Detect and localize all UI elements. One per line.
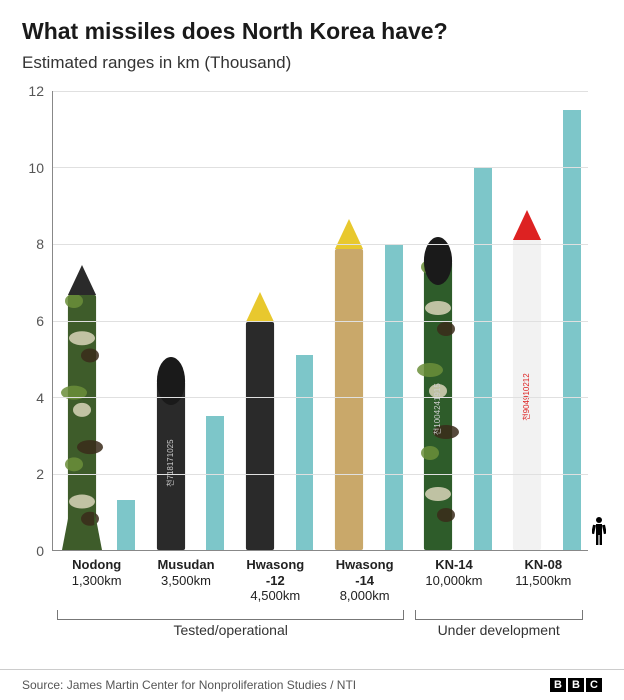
x-axis-label: Hwasong-124,500km — [231, 557, 320, 604]
range-bar — [296, 355, 314, 550]
missile-graphic — [55, 265, 109, 550]
chart-area: 024681012 천718171025 천1004241915 — [52, 91, 588, 551]
missile-name: KN-14 — [435, 557, 473, 572]
missile-name: KN-08 — [525, 557, 563, 572]
svg-text:천718171025: 천718171025 — [165, 439, 175, 487]
missile-name: Musudan — [157, 557, 214, 572]
missile-range: 11,500km — [499, 573, 588, 589]
missile-range: 8,000km — [320, 588, 409, 604]
infographic-container: What missiles does North Korea have? Est… — [0, 0, 624, 700]
bbc-logo-block: B — [568, 678, 584, 692]
svg-text:천1004241915: 천1004241915 — [432, 383, 442, 435]
chart-subtitle: Estimated ranges in km (Thousand) — [22, 53, 602, 73]
y-tick-label: 10 — [28, 160, 44, 176]
missile-name: Hwasong-12 — [246, 557, 304, 588]
missile-graphic — [233, 292, 287, 550]
group-bracket — [57, 610, 404, 620]
bbc-logo-block: B — [550, 678, 566, 692]
grid-line — [53, 474, 588, 475]
missile-graphic: 천904910212 — [501, 210, 555, 550]
grid-line — [53, 167, 588, 168]
group-brackets: Tested/operational Under development — [52, 610, 588, 644]
range-bar — [474, 168, 492, 551]
person-icon — [592, 516, 606, 550]
y-tick-label: 12 — [28, 83, 44, 99]
x-axis-label: Hwasong-148,000km — [320, 557, 409, 604]
bbc-logo: BBC — [550, 678, 602, 692]
group-label: Tested/operational — [57, 622, 404, 638]
x-axis-labels: Nodong1,300kmMusudan3,500kmHwasong-124,5… — [52, 557, 588, 604]
range-bar — [563, 110, 581, 550]
missile-graphic: 천718171025 — [144, 357, 198, 550]
group-bracket — [415, 610, 583, 620]
x-axis-label: Musudan3,500km — [141, 557, 230, 604]
missile-name: Nodong — [72, 557, 121, 572]
y-tick-label: 4 — [36, 390, 44, 406]
grid-line — [53, 91, 588, 92]
y-tick-label: 6 — [36, 313, 44, 329]
missile-name: Hwasong-14 — [336, 557, 394, 588]
x-axis-label: KN-0811,500km — [499, 557, 588, 604]
missile-range: 3,500km — [141, 573, 230, 589]
bbc-logo-block: C — [586, 678, 602, 692]
y-axis: 024681012 — [22, 91, 50, 551]
y-tick-label: 0 — [36, 543, 44, 559]
missile-graphic — [322, 219, 376, 550]
group-label: Under development — [415, 622, 583, 638]
grid-line — [53, 397, 588, 398]
source-text: Source: James Martin Center for Nonproli… — [22, 678, 356, 692]
missile-range: 4,500km — [231, 588, 320, 604]
x-axis-label: Nodong1,300km — [52, 557, 141, 604]
grid-line — [53, 321, 588, 322]
y-tick-label: 8 — [36, 236, 44, 252]
range-bar — [117, 500, 135, 550]
missile-range: 1,300km — [52, 573, 141, 589]
chart-title: What missiles does North Korea have? — [22, 18, 602, 45]
missile-range: 10,000km — [409, 573, 498, 589]
grid-line — [53, 244, 588, 245]
footer: Source: James Martin Center for Nonproli… — [0, 669, 624, 700]
x-axis-label: KN-1410,000km — [409, 557, 498, 604]
range-bar — [206, 416, 224, 550]
missile-graphic: 천1004241915 — [411, 237, 465, 550]
y-tick-label: 2 — [36, 466, 44, 482]
plot-region: 천718171025 천1004241915 천904910212 — [52, 91, 588, 551]
